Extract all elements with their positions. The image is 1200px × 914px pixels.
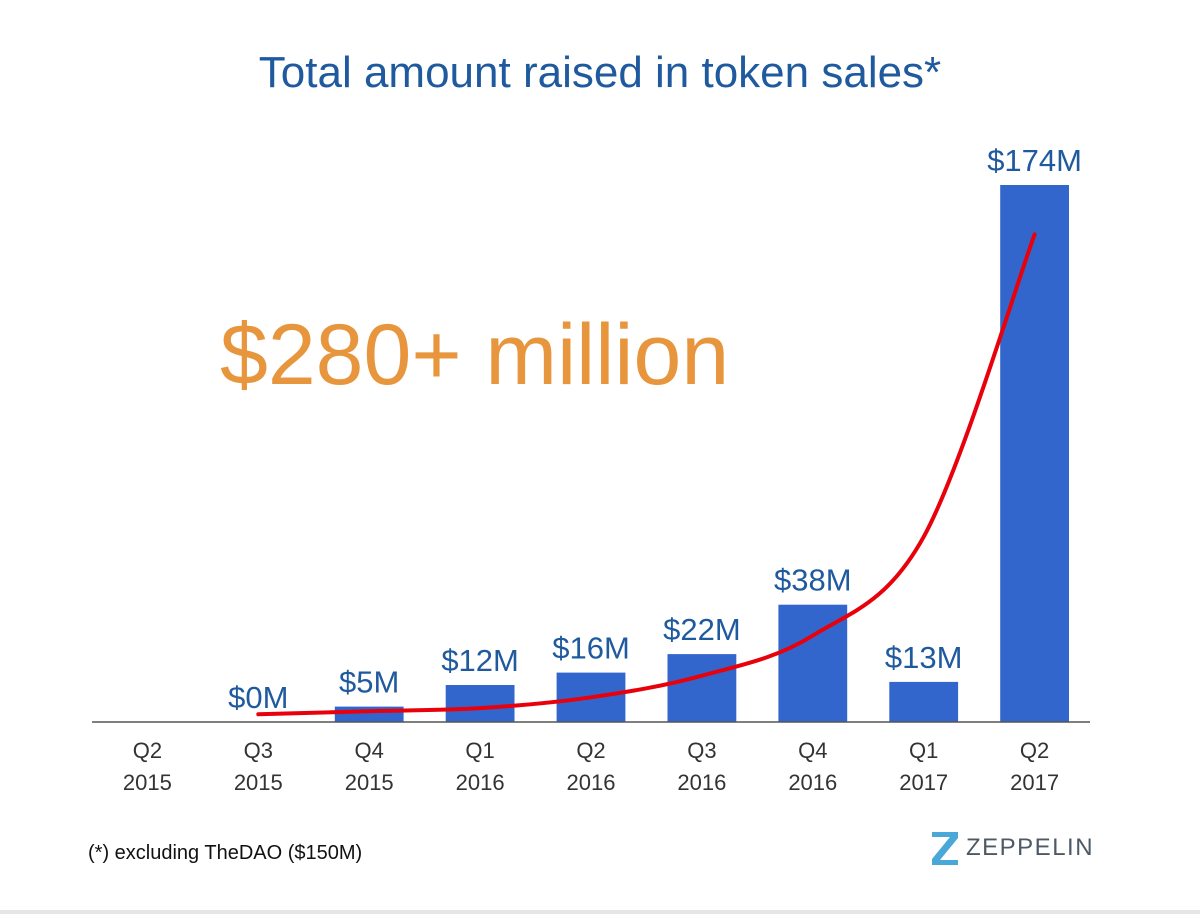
data-labels-layer: $0M $5M $12M $16M $22M $38M $13M $174M [228,143,1082,715]
x-tick-label: Q3 [687,738,716,763]
bar-q2-2017 [1000,185,1069,722]
bar-q1-2016 [445,685,515,722]
x-tick-label: Q4 [798,738,827,763]
x-tick-label: Q1 [909,738,938,763]
x-tick-label: Q1 [465,738,494,763]
zeppelin-z-logo-icon [932,832,958,865]
logo-text: ZEPPELIN [966,834,1095,861]
x-axis-layer: Q2 2015 Q3 2015 Q4 2015 Q1 2016 Q2 2016 Q3 2016 Q4 20… [92,721,1090,795]
bar-q3-2016 [667,654,737,722]
footnote: (*) excluding TheDAO ($150M) [88,842,363,864]
data-label: $22M [663,612,741,647]
x-tick-label: Q2 [1020,738,1049,763]
x-tick-label: 2016 [567,770,616,795]
bars-layer [334,185,1069,722]
x-tick-label: 2015 [234,770,283,795]
data-label: $0M [228,680,288,715]
chart-title: Total amount raised in token sales* [258,48,942,97]
trend-curve [256,232,1037,717]
x-tick-label: Q2 [576,738,605,763]
x-tick-label: 2016 [788,770,837,795]
data-label: $38M [774,563,852,598]
data-label: $174M [987,143,1082,178]
x-tick-label: 2016 [677,770,726,795]
x-tick-label: Q3 [244,738,273,763]
data-label: $12M [441,643,519,678]
headline-total: $280+ million [220,307,730,403]
data-label: $5M [339,665,399,700]
x-tick-label: Q4 [355,738,384,763]
x-tick-label: 2015 [123,770,172,795]
x-tick-label: Q2 [133,738,162,763]
zeppelin-logo: ZEPPELIN [930,828,1094,868]
x-tick-label: 2015 [345,770,394,795]
slide-bottom-rule [0,910,1200,914]
data-label: $13M [885,640,963,675]
x-tick-label: 2016 [456,770,505,795]
trend-layer [256,232,1037,717]
x-tick-label: 2017 [899,770,948,795]
data-label: $16M [552,631,630,666]
bar-q1-2017 [889,681,959,722]
x-tick-label: 2017 [1010,770,1059,795]
